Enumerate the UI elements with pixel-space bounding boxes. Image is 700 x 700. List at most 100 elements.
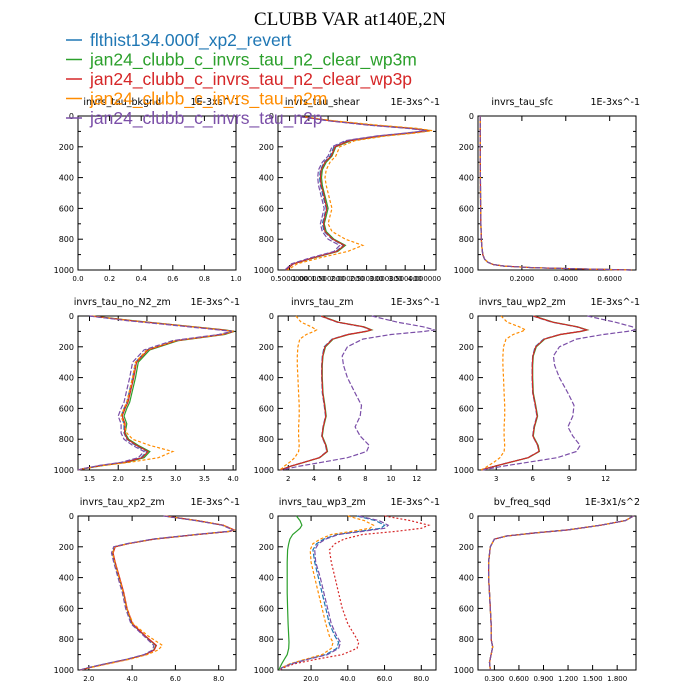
panel-units: 1E-3xs^-1 (590, 297, 640, 308)
x-tick-label: 60.0 (377, 675, 393, 683)
y-tick-label: 200 (259, 143, 274, 152)
y-tick-label: 200 (459, 543, 474, 552)
y-tick-label: 600 (59, 204, 74, 213)
y-tick-label: 1000 (54, 266, 74, 275)
x-tick-label: 12 (601, 475, 610, 483)
y-tick-label: 200 (59, 543, 74, 552)
series-line-5 (284, 116, 427, 271)
panel-title: invrs_tau_zm (291, 297, 353, 308)
y-tick-label: 600 (259, 604, 274, 613)
panel-invrs-tau-wp2-zm: 0 200 400 600 800 1000 3 6 9 12 invrs_tau_wp2_zm 1E… (454, 297, 640, 483)
y-tick-label: 1000 (254, 266, 274, 275)
y-tick-label: 200 (59, 143, 74, 152)
legend-entry-1: flthist134.000f_xp2_revert (66, 30, 292, 51)
x-tick-label: 3.0 (170, 475, 181, 483)
x-tick-label: 20.0 (303, 675, 319, 683)
x-tick-label: 12 (412, 475, 421, 483)
x-tick-label: 1.000000 (292, 275, 325, 283)
series-line-3 (481, 315, 590, 471)
x-tick-label: 0.2000 (510, 275, 535, 283)
panel-units: 1E-3xs^-1 (590, 97, 640, 108)
panel-units: 1E-3xs^-1 (190, 497, 240, 508)
y-tick-label: 400 (259, 374, 274, 383)
x-tick-label: 6 (337, 475, 342, 483)
y-tick-label: 200 (459, 143, 474, 152)
series-line-5 (488, 515, 634, 671)
y-tick-label: 200 (259, 343, 274, 352)
x-tick-label: 3.5 (199, 475, 210, 483)
panel-units: 1E-3xs^-1 (390, 97, 440, 108)
x-tick-label: 0.2 (104, 275, 115, 283)
x-tick-label: 3.500000 (388, 275, 421, 283)
y-tick-label: 600 (259, 204, 274, 213)
y-tick-label: 800 (459, 435, 474, 444)
x-tick-label: 2 (286, 475, 290, 483)
y-tick-label: 800 (59, 235, 74, 244)
x-tick-label: 0.0 (72, 275, 83, 283)
y-tick-label: 800 (259, 635, 274, 644)
panel-units: 1E-3xs^-1 (390, 297, 440, 308)
figure-title: CLUBB VAR at140E,2N (254, 9, 446, 30)
y-tick-label: 1000 (54, 466, 74, 475)
series-line-4 (279, 315, 318, 471)
x-tick-label: 0.300 (484, 675, 504, 683)
y-tick-label: 0 (469, 512, 474, 521)
y-tick-label: 1000 (54, 666, 74, 675)
panel-title: bv_freq_sqd (494, 497, 551, 508)
y-tick-label: 400 (59, 174, 74, 183)
legend-label: flthist134.000f_xp2_revert (90, 30, 292, 51)
panel-invrs-tau-xp2-zm: 0 200 400 600 800 1000 2.0 4.0 6.0 8.0 invrs_tau_x… (54, 497, 240, 683)
series-line-4 (279, 515, 375, 671)
y-tick-label: 200 (259, 543, 274, 552)
x-tick-label: 2.0 (83, 675, 94, 683)
y-tick-label: 1000 (254, 466, 274, 475)
series-line-3 (279, 515, 431, 671)
panel-invrs-tau-sfc: 0 200 400 600 800 1000 0.2000 0.4000 0.6000 invrs… (454, 97, 640, 283)
y-tick-label: 800 (459, 635, 474, 644)
legend-label: jan24_clubb_c_invrs_tau_n2_clear_wp3m (89, 50, 417, 71)
y-tick-label: 0 (269, 512, 274, 521)
panel-units: 1E-3xs^-1 (190, 97, 240, 108)
x-tick-label: 0.900 (533, 675, 553, 683)
x-tick-label: 0.5000000 (271, 275, 309, 283)
x-tick-label: 0.6 (167, 275, 179, 283)
y-tick-label: 600 (459, 604, 474, 613)
panel-invrs-tau-zm: 0 200 400 600 800 1000 2 4 6 8 10 12 invrs_tau_zm 1E-… (254, 297, 440, 483)
plot-frame (77, 515, 237, 671)
series-line-4 (480, 315, 527, 471)
y-tick-label: 1000 (454, 266, 474, 275)
y-tick-label: 600 (459, 204, 474, 213)
x-tick-label: 6.0 (170, 675, 181, 683)
y-tick-label: 0 (69, 512, 74, 521)
series-line-5 (479, 116, 632, 271)
x-tick-label: 2.5 (141, 475, 152, 483)
y-tick-label: 0 (69, 312, 74, 321)
y-tick-label: 800 (259, 435, 274, 444)
x-tick-label: 40.0 (340, 675, 356, 683)
x-tick-label: 10 (387, 475, 396, 483)
y-tick-label: 0 (469, 112, 474, 121)
y-tick-label: 0 (69, 112, 74, 121)
y-tick-label: 1000 (454, 666, 474, 675)
y-tick-label: 0 (269, 112, 274, 121)
legend-label: jan24_clubb_c_invrs_tau_n2p (89, 108, 323, 129)
plot-frame (77, 115, 237, 271)
legend-label: jan24_clubb_c_invrs_tau_n2m (89, 89, 327, 110)
legend-entry-2: jan24_clubb_c_invrs_tau_n2_clear_wp3m (66, 50, 417, 71)
panel-units: 1E-3x1/s^2 (585, 497, 640, 508)
y-tick-label: 400 (59, 374, 74, 383)
series-line-3 (280, 315, 373, 471)
y-tick-label: 400 (259, 574, 274, 583)
x-tick-label: 1.5 (84, 475, 95, 483)
x-tick-label: 80.0 (414, 675, 430, 683)
panel-units: 1E-3xs^-1 (190, 297, 240, 308)
plot-frame (77, 315, 237, 471)
plot-frame (477, 115, 637, 271)
legend: flthist134.000f_xp2_revertjan24_clubb_c_… (66, 30, 417, 129)
panel-units: 1E-3xs^-1 (390, 497, 440, 508)
series-line-5 (279, 515, 390, 671)
y-tick-label: 600 (59, 604, 74, 613)
